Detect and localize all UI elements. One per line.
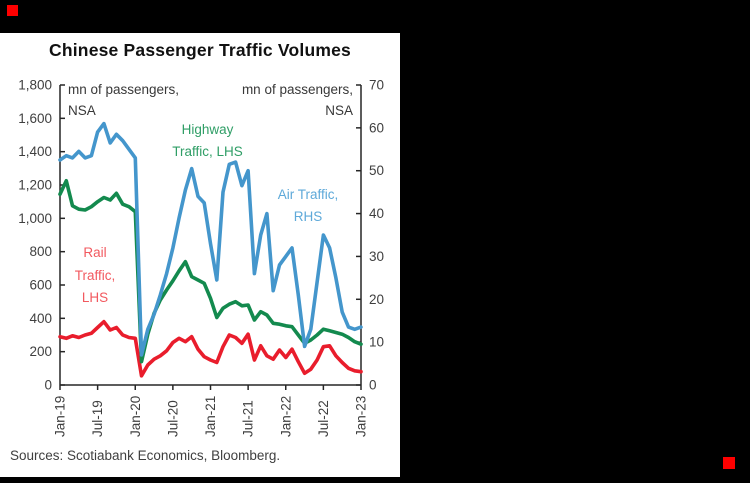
right-axis-tick-label: 0 <box>369 378 377 393</box>
x-axis-tick-label: Jul-21 <box>241 400 256 437</box>
left-axis-tick-label: 0 <box>44 378 52 393</box>
corner-marker-bottom-right <box>723 457 735 469</box>
x-axis-tick-label: Jan-20 <box>128 396 143 437</box>
left-axis-tick-label: 200 <box>29 344 52 359</box>
right-axis-tick-label: 20 <box>369 292 384 307</box>
left-axis-tick-label: 400 <box>29 311 52 326</box>
rail-series-line <box>58 319 363 378</box>
air-label-line2: RHS <box>293 209 323 224</box>
left-axis-tick-label: 1,200 <box>18 178 52 193</box>
corner-marker-top-left <box>7 5 18 16</box>
rail-label-line1: Rail <box>83 245 107 260</box>
x-axis-tick-label: Jan-22 <box>278 396 293 437</box>
right-axis-tick-label: 50 <box>369 163 384 178</box>
air-label-line1: Air Traffic, <box>277 187 339 202</box>
chart-plot-area: 0 200 400 600 800 1,000 1,200 1,400 1,600 1,800 0 1… <box>18 78 384 438</box>
rail-series-label: Rail Traffic, LHS <box>44 242 146 310</box>
right-axis-tick-label: 10 <box>369 335 384 350</box>
x-axis-tick-label: Jan-19 <box>53 396 68 437</box>
right-axis-tick-label: 40 <box>369 206 384 221</box>
left-axis-tick-label: 600 <box>29 278 52 293</box>
air-series-line <box>58 121 363 357</box>
lhs-units-line1: mn of passengers, <box>68 82 180 97</box>
right-axis-tick-label: 30 <box>369 249 384 264</box>
x-axis-tick-label: Jul-22 <box>316 400 331 437</box>
x-axis-tick-label: Jan-23 <box>354 396 369 437</box>
lhs-units-line2: NSA <box>68 103 96 118</box>
left-axis-tick-label: 800 <box>29 244 52 259</box>
chart-card: Chinese Passenger Traffic Volumes 0 200 40… <box>0 33 400 477</box>
right-axis-tick-label: 60 <box>369 120 384 135</box>
left-axis-tick-label: 1,000 <box>18 211 52 226</box>
x-axis-tick-label: Jul-19 <box>90 400 105 437</box>
chart-title: Chinese Passenger Traffic Volumes <box>49 40 351 60</box>
lhs-units-annotation: mn of passengers, NSA <box>68 79 228 121</box>
highway-label-line1: Highway <box>181 122 234 137</box>
x-axis-tick-label: Jul-20 <box>165 400 180 437</box>
rhs-units-annotation: mn of passengers, NSA <box>193 79 353 121</box>
rhs-units-line2: NSA <box>325 103 353 118</box>
left-axis-tick-label: 1,600 <box>18 111 52 126</box>
rail-label-line2: Traffic, <box>74 267 116 283</box>
right-axis-tick-label: 70 <box>369 78 384 93</box>
air-series-label: Air Traffic, RHS <box>242 184 374 228</box>
highway-series-line <box>58 179 363 364</box>
highway-label-line2: Traffic, LHS <box>172 144 243 159</box>
left-axis-tick-label: 1,400 <box>18 144 52 159</box>
left-axis-tick-label: 1,800 <box>18 78 52 93</box>
rail-label-line3: LHS <box>81 290 109 305</box>
highway-series-label: Highway Traffic, LHS <box>135 119 280 163</box>
source-note: Sources: Scotiabank Economics, Bloomberg… <box>10 448 281 463</box>
rhs-units-line1: mn of passengers, <box>241 82 353 97</box>
x-axis-tick-label: Jan-21 <box>203 396 218 437</box>
